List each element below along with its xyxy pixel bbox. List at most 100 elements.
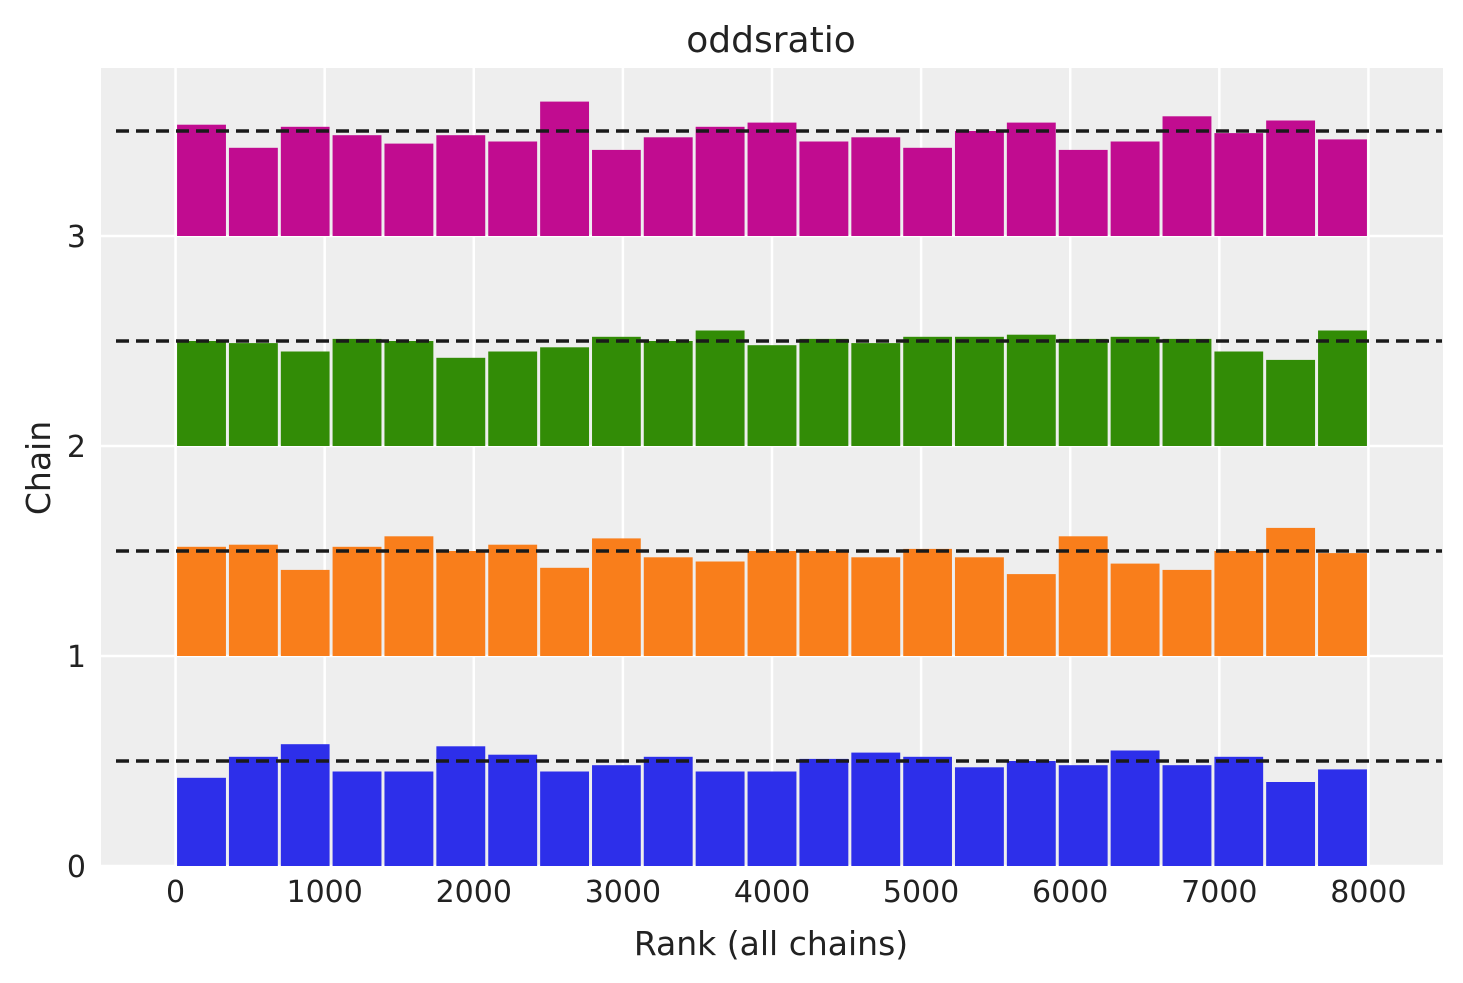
- bar-chain-1: [1058, 536, 1108, 656]
- bar-chain-1: [643, 557, 693, 656]
- bar-chain-0: [228, 756, 278, 866]
- bar-chain-1: [1214, 551, 1264, 656]
- bar-chain-3: [695, 126, 745, 236]
- bar-chain-0: [592, 765, 641, 866]
- bar-chain-3: [540, 101, 590, 236]
- bar-chain-3: [228, 147, 278, 236]
- bar-chain-0: [1214, 756, 1264, 866]
- y-tick-label: 0: [67, 850, 86, 885]
- bar-chain-3: [280, 126, 330, 236]
- bar-chain-2: [695, 330, 745, 446]
- bar-chain-3: [332, 135, 382, 236]
- bar-chain-2: [1214, 351, 1264, 446]
- bar-chain-1: [332, 546, 382, 656]
- y-tick-label: 3: [67, 220, 86, 255]
- bar-chain-1: [1006, 574, 1056, 656]
- bar-chain-1: [851, 557, 901, 656]
- bar-chain-0: [799, 758, 849, 866]
- bar-chain-1: [1266, 527, 1316, 656]
- reference-lines: [116, 129, 1442, 763]
- bar-chain-3: [1110, 141, 1160, 236]
- bar-chain-0: [695, 771, 745, 866]
- bar-chain-0: [1058, 765, 1108, 866]
- bar-chain-0: [1110, 750, 1160, 866]
- x-tick-label: 3000: [585, 875, 661, 910]
- bar-chain-2: [954, 336, 1004, 446]
- bar-chain-2: [1266, 359, 1316, 446]
- bar-chain-0: [1006, 761, 1056, 866]
- x-tick-label: 6000: [1032, 875, 1108, 910]
- bar-chain-0: [903, 756, 952, 866]
- bar-chain-3: [1318, 139, 1367, 236]
- bar-chain-2: [332, 338, 382, 446]
- bar-chain-1: [903, 548, 952, 656]
- bar-chain-1: [228, 544, 278, 656]
- bar-chain-0: [954, 767, 1004, 866]
- bar-chain-0: [643, 756, 693, 866]
- x-tick-label: 0: [166, 875, 185, 910]
- bar-chain-1: [747, 551, 797, 656]
- bar-chain-0: [1318, 769, 1367, 866]
- bar-chain-3: [436, 135, 486, 236]
- bar-chain-2: [280, 351, 330, 446]
- x-tick-labels: 0 1000 2000 3000 4000 5000 6000 7000 8000: [166, 875, 1407, 910]
- bar-chain-2: [799, 338, 849, 446]
- y-axis-label: Chain: [19, 421, 58, 515]
- bar-chain-0: [384, 771, 434, 866]
- bar-chain-2: [1318, 330, 1367, 446]
- bar-chain-2: [384, 341, 434, 446]
- bar-chain-0: [1162, 765, 1212, 866]
- bar-chain-2: [592, 336, 641, 446]
- bar-chain-2: [851, 343, 901, 446]
- bar-chain-1: [1110, 563, 1160, 656]
- bar-chain-2: [1006, 334, 1056, 446]
- bar-chain-3: [954, 131, 1004, 236]
- bar-chain-1: [799, 551, 849, 656]
- bar-chain-0: [851, 752, 901, 866]
- bar-chain-0: [280, 744, 330, 866]
- y-tick-label: 1: [67, 640, 86, 675]
- bar-chain-1: [592, 538, 641, 656]
- y-tick-label: 2: [67, 430, 86, 465]
- bar-chain-3: [643, 137, 693, 236]
- bar-chain-3: [799, 141, 849, 236]
- bar-chain-3: [1162, 116, 1212, 236]
- bar-chain-1: [280, 569, 330, 656]
- bar-chain-2: [1110, 336, 1160, 446]
- bar-chain-0: [540, 771, 590, 866]
- bar-chain-2: [1162, 338, 1212, 446]
- bar-chain-3: [1058, 149, 1108, 236]
- x-axis-label: Rank (all chains): [634, 924, 908, 963]
- x-tick-label: 7000: [1181, 875, 1257, 910]
- bar-chain-3: [177, 124, 226, 236]
- bar-chain-3: [1006, 122, 1056, 236]
- bar-chain-2: [177, 341, 226, 446]
- bar-chain-0: [177, 777, 226, 866]
- bar-chain-2: [540, 347, 590, 446]
- bar-chain-0: [436, 746, 486, 866]
- bar-chain-0: [332, 771, 382, 866]
- bar-chain-1: [384, 536, 434, 656]
- bars: [177, 101, 1367, 866]
- bar-chain-0: [1266, 782, 1316, 866]
- bar-chain-3: [903, 147, 952, 236]
- bar-chain-2: [488, 351, 538, 446]
- bar-chain-1: [488, 544, 538, 656]
- bar-chain-0: [747, 771, 797, 866]
- bar-chain-2: [903, 336, 952, 446]
- bar-chain-3: [851, 137, 901, 236]
- bar-chain-1: [540, 567, 590, 656]
- x-tick-label: 1000: [286, 875, 362, 910]
- x-tick-label: 5000: [883, 875, 959, 910]
- bar-chain-1: [1318, 553, 1367, 656]
- bar-chain-3: [384, 143, 434, 236]
- bar-chain-2: [436, 357, 486, 446]
- y-tick-labels: 0 1 2 3: [67, 220, 86, 885]
- bar-chain-1: [436, 551, 486, 656]
- bar-chain-2: [228, 343, 278, 446]
- chart-title: oddsratio: [686, 20, 856, 61]
- x-tick-label: 4000: [734, 875, 810, 910]
- bar-chain-1: [954, 557, 1004, 656]
- bar-chain-3: [592, 149, 641, 236]
